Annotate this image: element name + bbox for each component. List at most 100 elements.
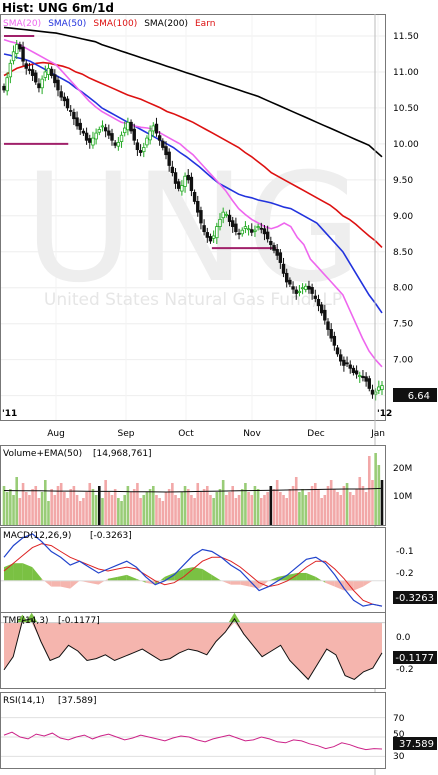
candle-body — [313, 295, 317, 299]
candle-body — [326, 321, 330, 330]
volume-bar — [180, 492, 184, 525]
candle-body — [154, 123, 159, 134]
volume-bar — [94, 495, 98, 525]
candle-body — [173, 172, 178, 184]
date-tick-oct: Oct — [178, 429, 194, 439]
macd-marks — [1, 533, 385, 607]
rsi-panel-label: RSI(14,1) — [3, 696, 45, 706]
volume-bar — [85, 492, 88, 525]
volume-bar — [177, 498, 181, 525]
candle-body — [177, 181, 181, 189]
candle-body — [278, 252, 283, 263]
candle-body — [192, 191, 197, 202]
candle-body — [59, 91, 63, 98]
candle-body — [91, 137, 95, 146]
candle-body — [342, 359, 346, 366]
volume-tick-10m: 10M — [393, 492, 412, 502]
candle-body — [377, 386, 381, 391]
sma100-line — [3, 61, 383, 248]
volume-bar — [279, 492, 282, 525]
candle-body — [21, 46, 25, 62]
volume-bar — [155, 495, 158, 525]
volume-bar — [117, 498, 120, 525]
macd-histogram — [98, 578, 108, 585]
macd-last-tag — [393, 591, 437, 604]
macd-tick-0: -0.1 — [396, 547, 414, 557]
volume-bar — [364, 492, 368, 525]
volume-bar — [174, 495, 177, 525]
macd-histogram — [325, 580, 335, 587]
macd-panel-value: [-0.3263] — [90, 531, 132, 541]
price-tick-label: 7.50 — [393, 320, 413, 330]
candle-body — [240, 229, 244, 235]
candle-body — [43, 71, 47, 78]
macd-histogram — [51, 580, 61, 587]
volume-bar — [126, 486, 130, 525]
volume-bar — [367, 456, 371, 525]
volume-bar — [139, 498, 142, 525]
volume-bar — [142, 495, 146, 525]
macd-signal-line — [3, 543, 383, 607]
volume-bar — [253, 486, 257, 525]
candle-body — [11, 51, 16, 62]
macd-histogram — [211, 574, 222, 581]
tmf-positive-area — [16, 614, 29, 623]
volume-bar — [110, 495, 114, 525]
date-tick-jan: Jan — [370, 429, 385, 439]
volume-bar — [371, 480, 374, 525]
volume-bar — [43, 480, 47, 525]
candle-body — [253, 229, 257, 232]
volume-bar — [333, 489, 336, 525]
volume-bar — [145, 492, 149, 525]
candle-body — [199, 210, 203, 224]
volume-bar — [123, 495, 127, 525]
volume-bar — [28, 495, 31, 525]
price-tick-label: 11.00 — [393, 68, 419, 78]
volume-bar — [317, 489, 320, 525]
volume-ema-line — [3, 487, 383, 493]
candle-body — [329, 329, 333, 339]
volume-bar — [199, 492, 203, 525]
volume-bar — [18, 498, 22, 525]
macd-histogram — [193, 567, 203, 581]
volume-bar — [31, 489, 34, 525]
candle-body — [265, 231, 270, 240]
candle-body — [69, 110, 73, 112]
tmf-negative-area — [4, 622, 382, 680]
legend: SMA(20) SMA(50) SMA(100) SMA(200) Earn — [3, 19, 215, 29]
tmf-last-value: -0.1177 — [395, 653, 434, 664]
volume-bar — [202, 489, 206, 525]
candle-body — [49, 68, 54, 76]
date-axis: Aug Sep Oct Nov Dec Jan — [47, 429, 385, 439]
macd-tick-1: -0.2 — [396, 569, 414, 579]
tmf-positive-area — [228, 612, 241, 623]
volume-bar — [361, 486, 365, 525]
candle-body — [224, 213, 229, 216]
candle-body — [151, 125, 155, 132]
volume-bar — [294, 477, 298, 525]
candle-body — [354, 370, 359, 375]
volume-bar — [37, 498, 41, 525]
candle-body — [30, 69, 35, 76]
candle-body — [281, 263, 286, 274]
legend-item-sma200: SMA(200) — [144, 19, 188, 29]
volume-bar — [212, 498, 215, 525]
volume-bar — [75, 495, 79, 525]
volume-bar — [69, 489, 73, 525]
volume-bar — [113, 489, 117, 525]
volume-bar — [72, 486, 76, 525]
volume-bar — [348, 492, 352, 525]
tmf-marks — [1, 612, 385, 681]
candle-body — [202, 225, 206, 233]
volume-bar — [21, 483, 25, 525]
candle-body — [170, 166, 175, 174]
volume-bar — [50, 489, 53, 525]
price-tick-label: 9.00 — [393, 212, 413, 222]
tmf-panel: TMF(14,3) [-0.1177] 0.0 -0.2 -0.1177 — [0, 612, 437, 689]
volume-bar — [12, 495, 15, 525]
volume-bar — [53, 495, 57, 525]
candle-body — [40, 78, 44, 89]
candle-body — [5, 77, 9, 92]
candle-body — [205, 232, 209, 238]
candle-body — [75, 117, 79, 127]
